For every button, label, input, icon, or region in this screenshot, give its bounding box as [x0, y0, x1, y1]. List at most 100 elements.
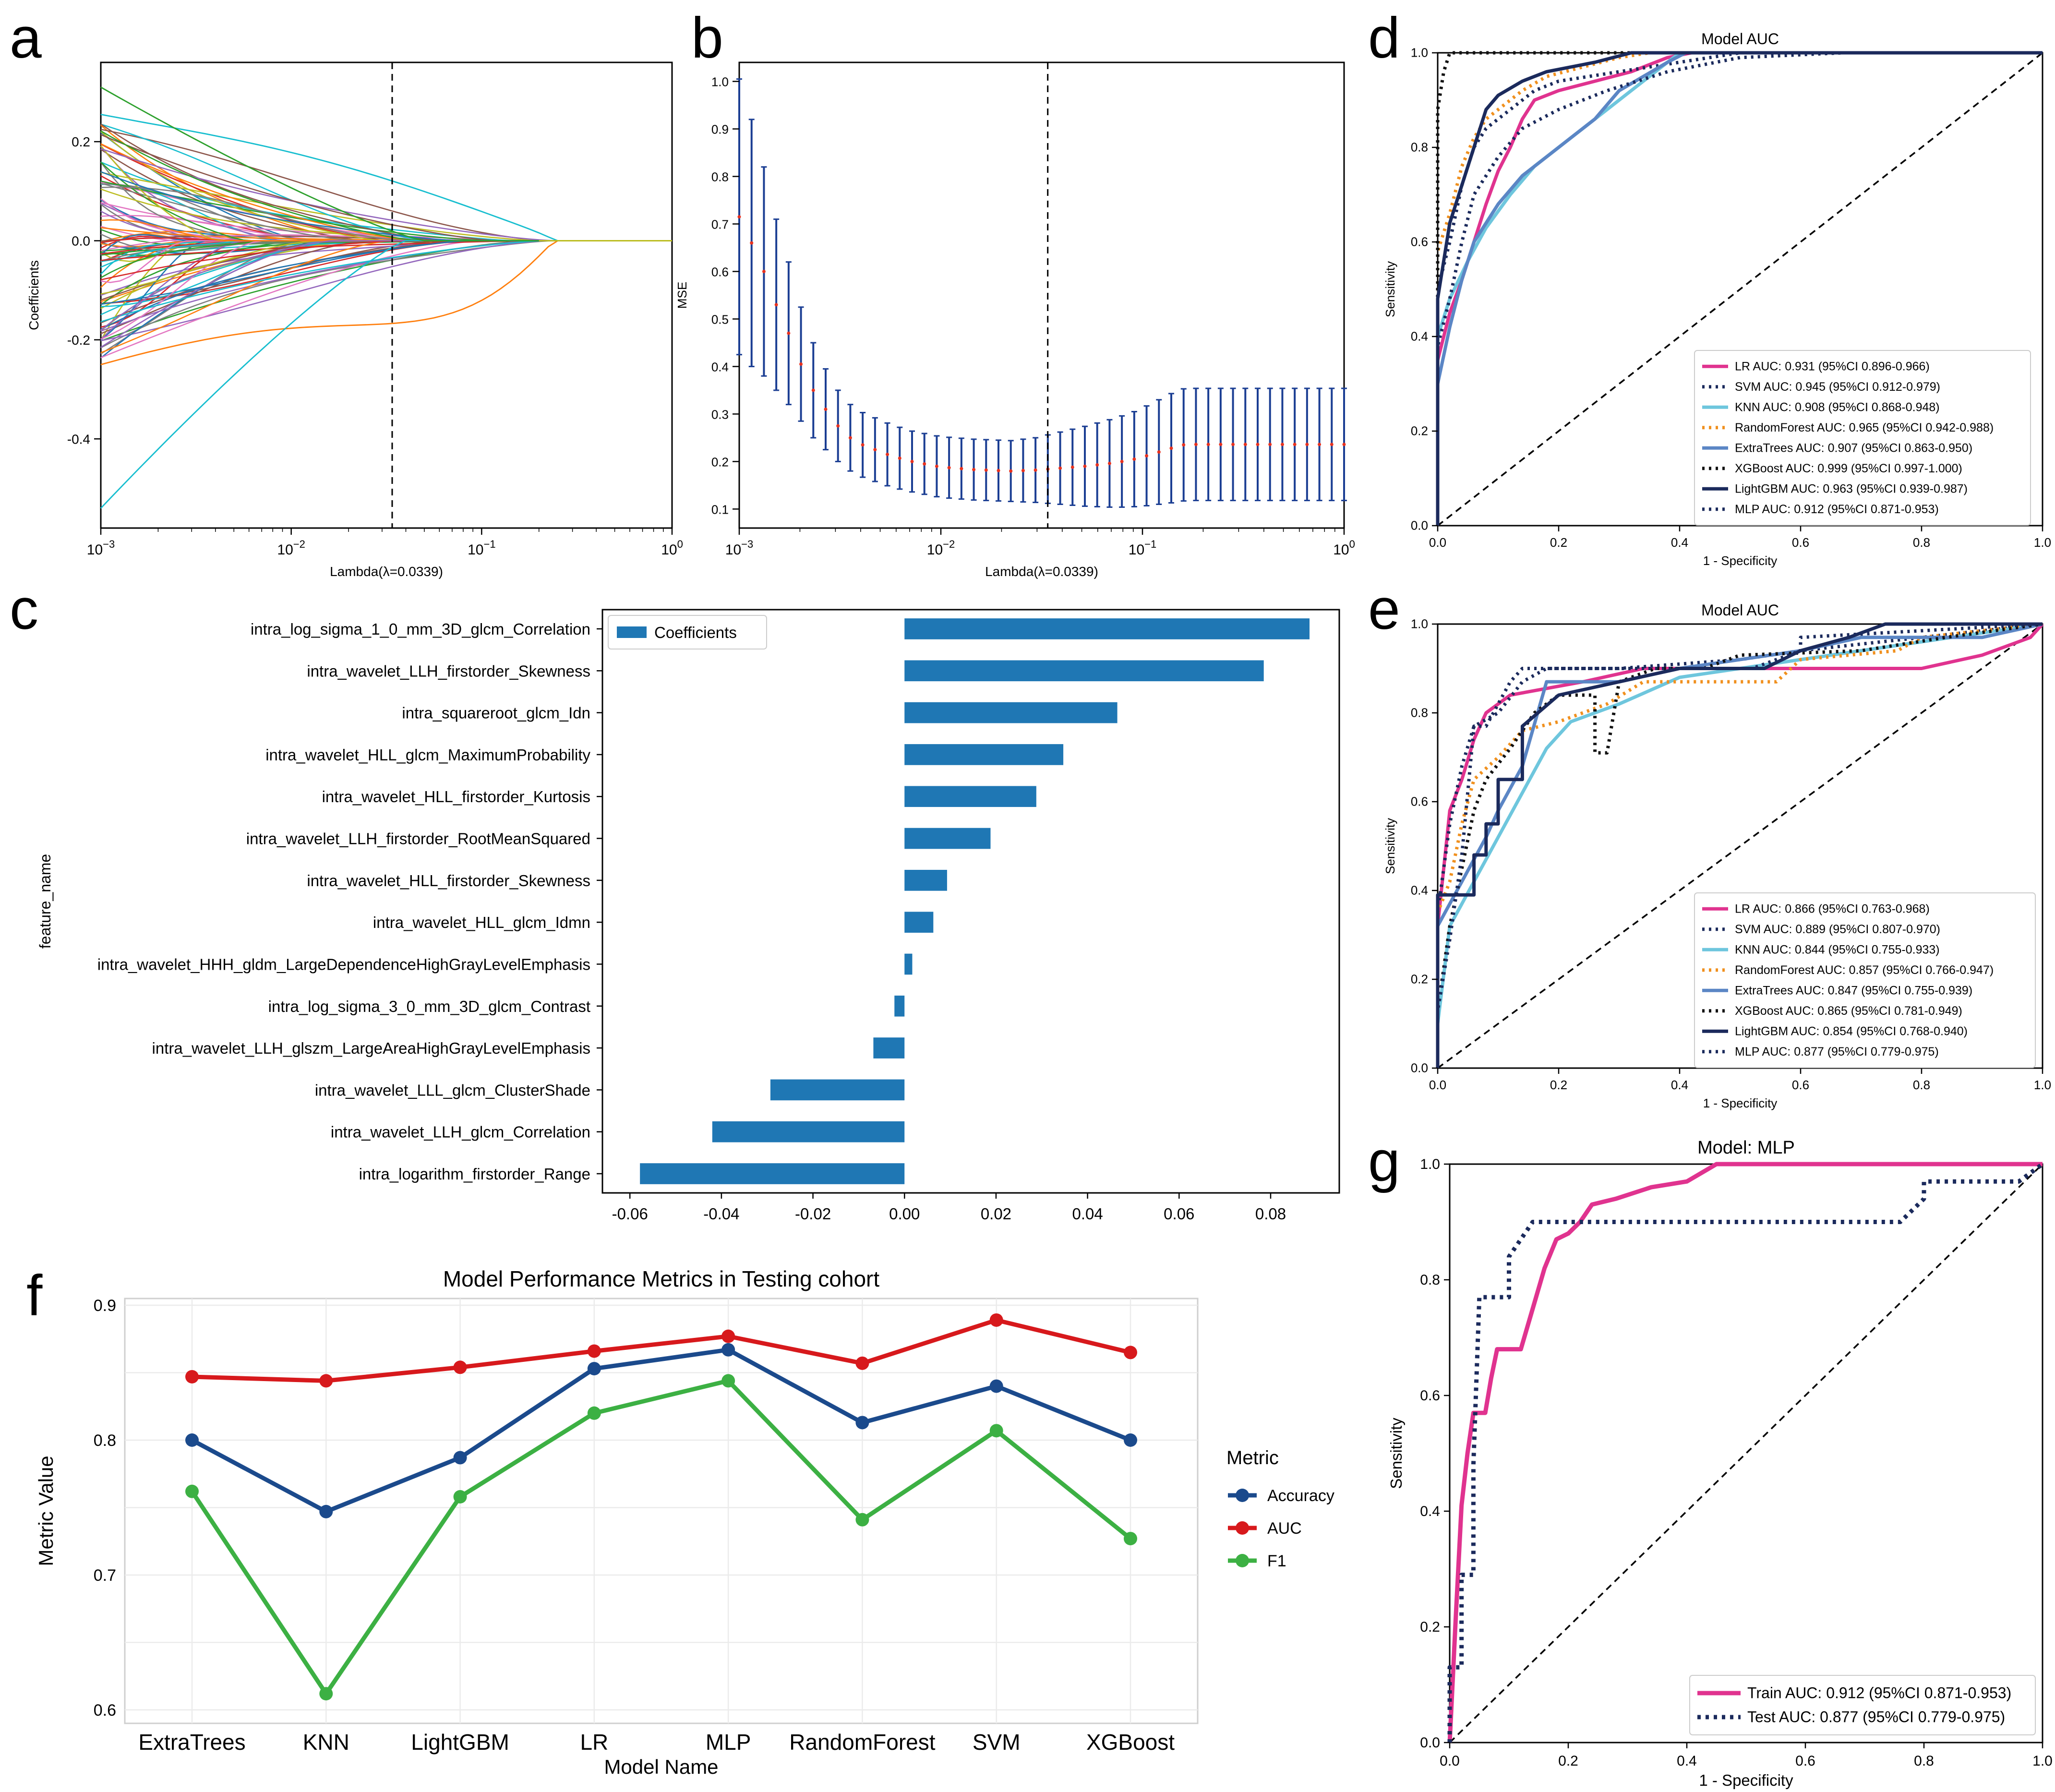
coef-bar [904, 912, 934, 933]
cyan-low-path [100, 240, 672, 509]
y-tick-label: 0.3 [711, 407, 729, 421]
y-tick-label: 0.4 [1420, 1503, 1440, 1519]
chance-diagonal [1449, 1163, 2043, 1744]
x-tick-label: 1.0 [2034, 1078, 2051, 1092]
x-tick-label: -0.06 [612, 1205, 648, 1223]
series-point [587, 1406, 601, 1420]
mse-point [1318, 443, 1322, 446]
x-tick-label: 0.02 [981, 1205, 1011, 1223]
mse-point [960, 467, 963, 470]
y-tick-label: 0.8 [1411, 706, 1428, 720]
x-tick-label: 10−1 [1129, 538, 1156, 558]
mse-point [1095, 463, 1099, 467]
legend-label: RandomForest AUC: 0.857 (95%CI 0.766-0.9… [1735, 963, 1994, 977]
series-point [855, 1356, 869, 1370]
roc-curve [1436, 51, 2043, 526]
feature-label: intra_wavelet_LLH_firstorder_Skewness [307, 662, 590, 680]
y-tick-label: 0.7 [94, 1566, 116, 1585]
x-axis-label: 1 - Specificity [1699, 1771, 1793, 1789]
panel-f-frame [124, 1298, 1199, 1724]
mse-point [1107, 461, 1111, 465]
roc-curve [1447, 1162, 2044, 1743]
x-tick-label: MLP [706, 1730, 751, 1755]
x-tick-label: 1.0 [2034, 535, 2051, 550]
roc-curve [1436, 51, 2043, 526]
y-tick-label: 0.2 [72, 134, 90, 149]
panel-b-letter: b [691, 6, 723, 70]
y-tick-label: 0.8 [1420, 1272, 1440, 1288]
mse-point [984, 468, 988, 472]
legend-box [1694, 892, 2036, 1068]
panel-f-metrics: ExtraTrees KNN LightGBM LR MLP RandomForest SV… [35, 1266, 1334, 1778]
x-tick-label: LR [580, 1730, 608, 1755]
legend-label: KNN AUC: 0.844 (95%CI 0.755-0.933) [1735, 943, 1940, 957]
series-point [1124, 1346, 1137, 1359]
legend-box [1694, 350, 2031, 526]
x-axis-label: Lambda(λ=0.0339) [985, 564, 1098, 579]
mse-point [1182, 443, 1186, 447]
y-tick-label: -0.2 [67, 333, 90, 348]
y-tick-label: 0.2 [711, 455, 729, 469]
mse-point [1034, 468, 1037, 472]
mse-point [737, 215, 741, 219]
y-tick-label: 0.6 [1411, 794, 1428, 809]
y-axis-label: Sensitivity [1387, 1418, 1405, 1489]
mse-point [910, 459, 914, 463]
coef-bar [904, 828, 991, 849]
legend-label: Train AUC: 0.912 (95%CI 0.871-0.953) [1747, 1684, 2011, 1702]
panel-g-letter: g [1368, 1129, 1400, 1193]
mse-point [1070, 465, 1074, 469]
x-tick-label: LightGBM [411, 1730, 509, 1755]
x-tick-label: -0.02 [795, 1205, 831, 1223]
series-point [587, 1344, 601, 1358]
x-tick-label: ExtraTrees [138, 1730, 245, 1755]
x-tick-label: 0.04 [1072, 1205, 1103, 1223]
mse-point [1330, 443, 1334, 446]
x-tick-label: 100 [661, 538, 683, 558]
x-tick-label: 0.2 [1550, 1078, 1567, 1092]
series-point [185, 1433, 199, 1447]
y-tick-label: 1.0 [1411, 46, 1428, 60]
roc-curve [1436, 622, 2043, 1068]
x-tick-label: 10−2 [927, 538, 955, 558]
x-tick-label: 0.08 [1255, 1205, 1286, 1223]
x-tick-label: 0.0 [1429, 535, 1446, 550]
legend-label: RandomForest AUC: 0.965 (95%CI 0.942-0.9… [1735, 421, 1994, 434]
mse-point [836, 424, 840, 428]
coef-bar [640, 1163, 905, 1184]
feature-label: intra_log_sigma_3_0_mm_3D_glcm_Contrast [268, 998, 590, 1015]
series-point [1124, 1433, 1137, 1447]
series-point [587, 1362, 601, 1376]
y-tick-label: 0.0 [1411, 518, 1428, 533]
x-axis-label: Lambda(λ=0.0339) [330, 564, 443, 579]
x-tick-label: RandomForest [789, 1730, 935, 1755]
x-tick-label: 0.4 [1677, 1753, 1697, 1769]
feature-label: intra_wavelet_LLH_glszm_LargeAreaHighGra… [152, 1039, 590, 1057]
chance-diagonal [1437, 52, 2043, 527]
chart-title: Model AUC [1701, 601, 1779, 619]
series-point [989, 1424, 1003, 1438]
legend-label: ExtraTrees AUC: 0.907 (95%CI 0.863-0.950… [1735, 442, 1972, 455]
series-point [1124, 1532, 1137, 1546]
mse-point [1169, 446, 1173, 450]
y-axis-label: Sensitivity [1383, 261, 1397, 317]
coef-bar [904, 744, 1064, 765]
legend-box [1689, 1675, 2036, 1735]
roc-curve [1436, 51, 2043, 526]
mse-point [1305, 443, 1309, 446]
series-point [319, 1374, 333, 1388]
roc-curve [1447, 1162, 2043, 1743]
x-tick-label: 0.0 [1440, 1753, 1460, 1769]
x-tick-label: 0.8 [1914, 1753, 1934, 1769]
panel-c-letter: c [10, 577, 38, 641]
legend-label: F1 [1267, 1552, 1286, 1570]
coef-bar [904, 660, 1264, 682]
mse-point [1132, 457, 1136, 461]
x-tick-label: 10−3 [725, 538, 753, 558]
y-tick-label: 0.7 [711, 217, 729, 232]
mse-point [799, 362, 803, 366]
feature-label: intra_wavelet_HLL_glcm_Idmn [373, 914, 590, 931]
x-tick-label: 0.4 [1671, 1078, 1688, 1092]
mse-point [861, 443, 865, 447]
y-tick-label: 1.0 [1420, 1156, 1440, 1172]
